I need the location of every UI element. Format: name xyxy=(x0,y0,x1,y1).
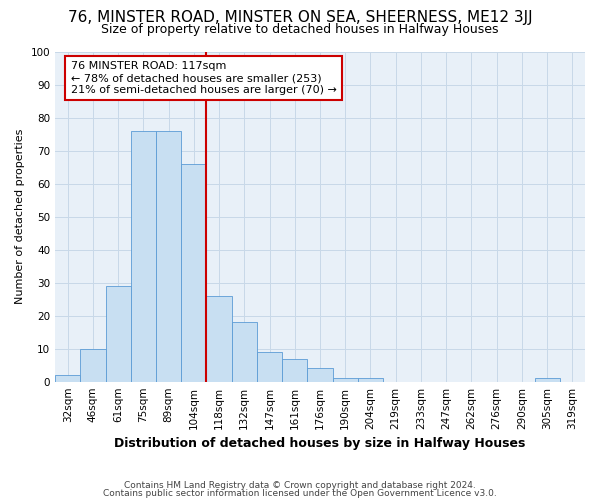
X-axis label: Distribution of detached houses by size in Halfway Houses: Distribution of detached houses by size … xyxy=(115,437,526,450)
Bar xyxy=(181,164,206,382)
Bar xyxy=(156,130,181,382)
Text: Contains public sector information licensed under the Open Government Licence v3: Contains public sector information licen… xyxy=(103,488,497,498)
Bar xyxy=(106,286,131,382)
Text: Size of property relative to detached houses in Halfway Houses: Size of property relative to detached ho… xyxy=(101,22,499,36)
Text: Contains HM Land Registry data © Crown copyright and database right 2024.: Contains HM Land Registry data © Crown c… xyxy=(124,481,476,490)
Bar xyxy=(535,378,560,382)
Text: 76 MINSTER ROAD: 117sqm
← 78% of detached houses are smaller (253)
21% of semi-d: 76 MINSTER ROAD: 117sqm ← 78% of detache… xyxy=(71,62,337,94)
Bar xyxy=(358,378,383,382)
Y-axis label: Number of detached properties: Number of detached properties xyxy=(15,129,25,304)
Text: 76, MINSTER ROAD, MINSTER ON SEA, SHEERNESS, ME12 3JJ: 76, MINSTER ROAD, MINSTER ON SEA, SHEERN… xyxy=(68,10,532,25)
Bar xyxy=(282,358,307,382)
Bar xyxy=(332,378,358,382)
Bar xyxy=(232,322,257,382)
Bar xyxy=(80,348,106,382)
Bar xyxy=(55,375,80,382)
Bar xyxy=(206,296,232,382)
Bar xyxy=(257,352,282,382)
Bar xyxy=(131,130,156,382)
Bar xyxy=(307,368,332,382)
